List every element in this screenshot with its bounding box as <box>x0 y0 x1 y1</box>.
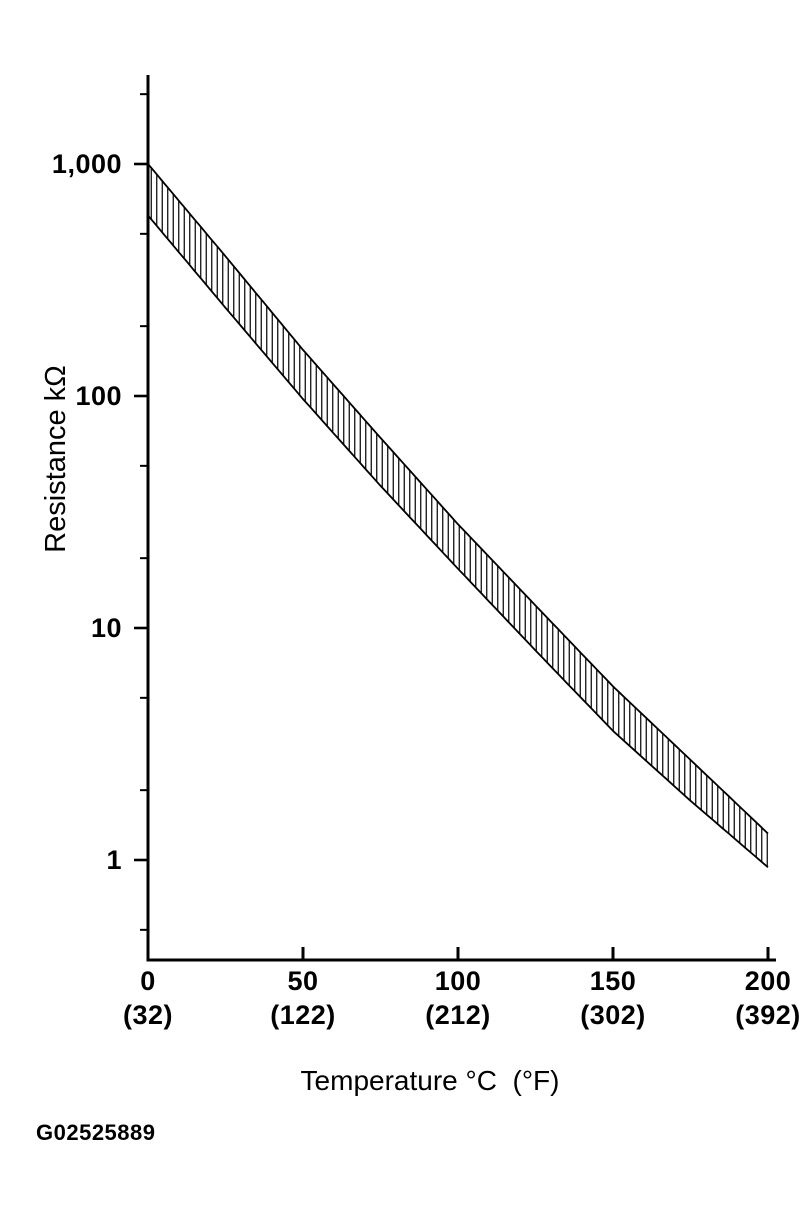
x-tick-label-122f: (122) <box>270 1000 336 1030</box>
x-tick-label-212f: (212) <box>425 1000 491 1030</box>
y-tick-label-100: 100 <box>75 381 122 411</box>
figure-code: G02525889 <box>36 1120 156 1145</box>
x-tick-label-0c: 0 <box>140 966 156 996</box>
x-tick-label-302f: (302) <box>580 1000 646 1030</box>
x-tick-label-50c: 50 <box>287 966 319 996</box>
y-tick-label-1000: 1,000 <box>51 149 122 179</box>
x-axis-title: Temperature °C (°F) <box>300 1065 560 1096</box>
y-tick-label-1: 1 <box>106 845 122 875</box>
x-tick-label-150c: 150 <box>589 966 637 996</box>
x-tick-label-100c: 100 <box>434 966 482 996</box>
y-tick-label-10: 10 <box>90 613 122 643</box>
x-tick-label-392f: (392) <box>735 1000 801 1030</box>
x-tick-label-200c: 200 <box>744 966 792 996</box>
y-axis-title: Resistance kΩ <box>40 365 72 553</box>
x-tick-label-32f: (32) <box>122 1000 173 1030</box>
